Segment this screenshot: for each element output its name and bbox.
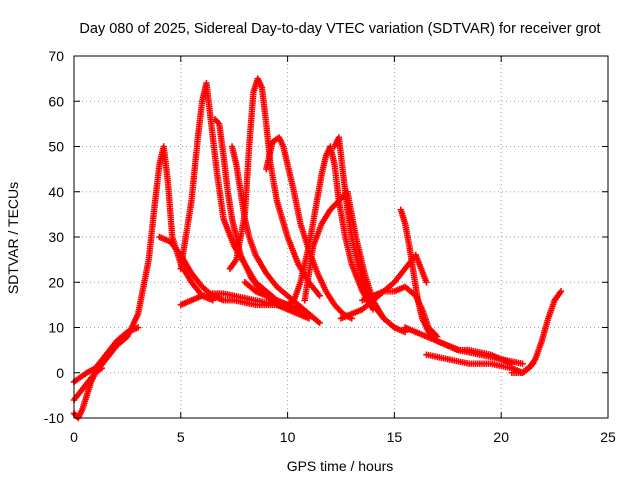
y-tick-label: 20 xyxy=(48,274,64,290)
x-tick-label: 0 xyxy=(70,429,78,445)
y-tick-label: 50 xyxy=(48,139,64,155)
series-arc-18 xyxy=(508,288,565,376)
x-tick-label: 20 xyxy=(493,429,509,445)
chart-title: Day 080 of 2025, Sidereal Day-to-day VTE… xyxy=(79,21,600,37)
series-arc-20 xyxy=(70,324,142,385)
x-tick-label: 10 xyxy=(280,429,296,445)
grid-layer xyxy=(74,56,608,418)
series-arc-17 xyxy=(444,342,516,367)
series-arc-11 xyxy=(331,134,409,336)
series-arc-5 xyxy=(211,116,313,322)
x-tick-label: 15 xyxy=(387,429,403,445)
data-point-marker xyxy=(557,288,565,295)
y-axis-label: SDTVAR / TECUs xyxy=(5,182,21,294)
y-tick-label: 70 xyxy=(48,48,64,64)
data-point-marker xyxy=(134,324,142,331)
series-arc-19 xyxy=(70,365,105,422)
y-tick-label: -10 xyxy=(44,410,64,426)
data-point-marker xyxy=(98,365,105,372)
x-tick-label: 25 xyxy=(600,429,616,445)
tick-layer: 0 5 10 15 20 25 -10 0 10 20 30 40 50 60 70 xyxy=(44,48,616,445)
data-point-marker xyxy=(508,360,516,367)
y-tick-label: 40 xyxy=(48,184,64,200)
data-layer xyxy=(70,75,565,422)
y-tick-label: 30 xyxy=(48,229,64,245)
y-tick-label: 60 xyxy=(48,93,64,109)
x-axis-label: GPS time / hours xyxy=(287,458,394,474)
data-point-marker xyxy=(316,319,323,327)
data-point-marker xyxy=(519,360,526,367)
y-tick-label: 10 xyxy=(48,320,64,336)
data-point-marker xyxy=(423,279,430,286)
data-point-marker xyxy=(316,292,323,300)
y-tick-label: 0 xyxy=(56,365,64,381)
x-tick-label: 5 xyxy=(177,429,185,445)
